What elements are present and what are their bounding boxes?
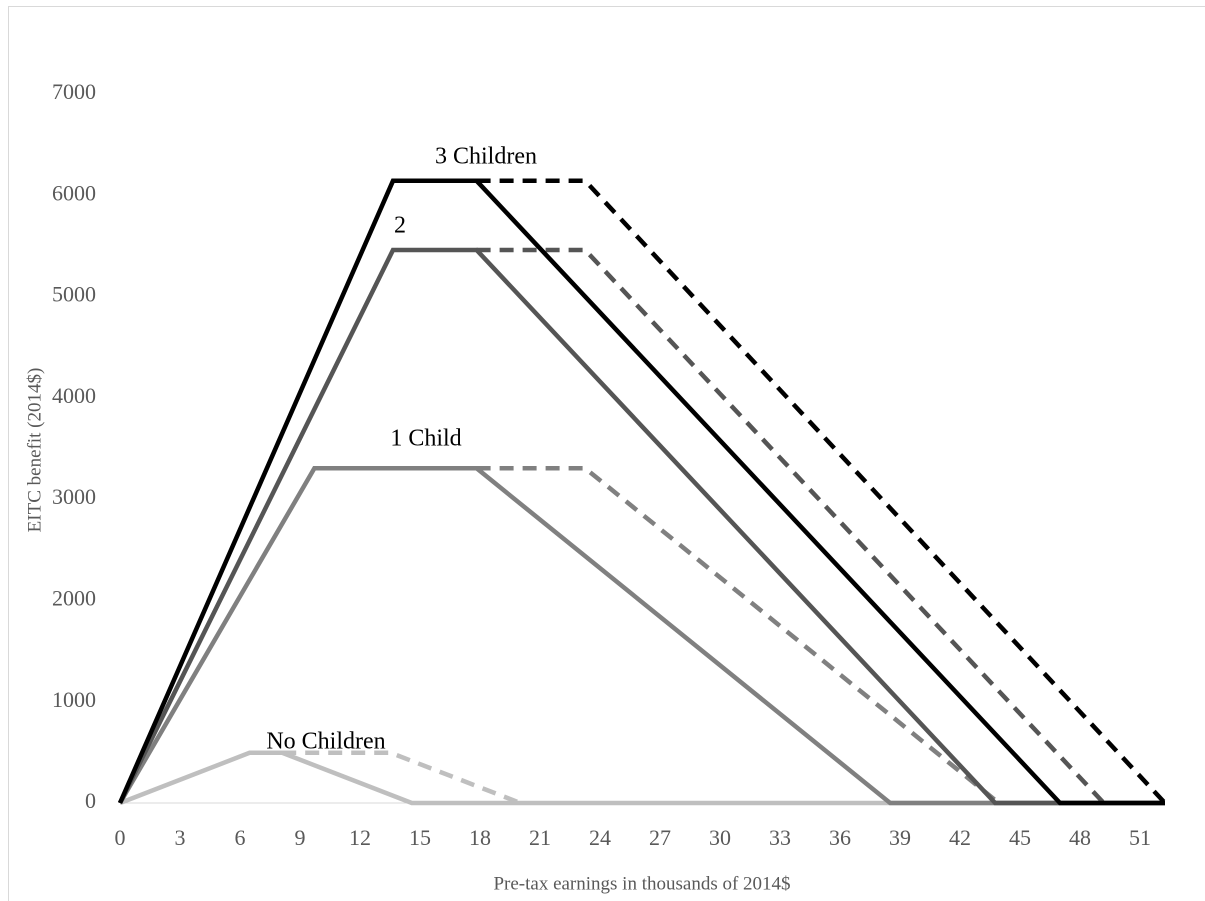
x-tick-label: 36	[829, 825, 851, 850]
x-tick-label: 39	[889, 825, 911, 850]
x-tick-label: 24	[589, 825, 611, 850]
series-line	[476, 178, 1167, 805]
series-line	[117, 178, 1165, 806]
series-line	[476, 247, 1106, 805]
chart-border	[8, 6, 1205, 901]
y-tick-label: 2000	[52, 585, 96, 610]
y-tick-label: 6000	[52, 180, 96, 205]
y-tick-label: 5000	[52, 282, 96, 307]
x-tick-label: 3	[175, 825, 186, 850]
y-tick-label: 7000	[52, 79, 96, 104]
x-tick-label: 6	[235, 825, 246, 850]
annotation: 3 Children	[435, 144, 537, 170]
annotation: 2	[394, 213, 406, 239]
y-tick-label: 1000	[52, 687, 96, 712]
x-tick-label: 18	[469, 825, 491, 850]
x-tick-label: 0	[115, 825, 126, 850]
x-tick-label: 48	[1069, 825, 1091, 850]
x-tick-label: 27	[649, 825, 671, 850]
series-line	[282, 750, 522, 806]
x-tick-label: 42	[949, 825, 971, 850]
y-tick-label: 3000	[52, 484, 96, 509]
x-tick-label: 15	[409, 825, 431, 850]
annotation: No Children	[266, 729, 385, 755]
series-line	[117, 247, 1165, 806]
x-tick-label: 51	[1129, 825, 1151, 850]
x-tick-label: 9	[295, 825, 306, 850]
x-tick-label: 33	[769, 825, 791, 850]
annotation: 1 Child	[390, 426, 461, 452]
y-tick-label: 0	[85, 788, 96, 813]
series-line	[119, 750, 1165, 806]
x-tick-label: 45	[1009, 825, 1031, 850]
y-axis-title: EITC benefit (2014$)	[24, 368, 45, 533]
series-line	[476, 466, 1001, 805]
y-tick-label: 4000	[52, 383, 96, 408]
x-tick-label: 12	[349, 825, 371, 850]
x-tick-label: 30	[709, 825, 731, 850]
x-axis-title: Pre-tax earnings in thousands of 2014$	[493, 873, 790, 894]
x-tick-label: 21	[529, 825, 551, 850]
